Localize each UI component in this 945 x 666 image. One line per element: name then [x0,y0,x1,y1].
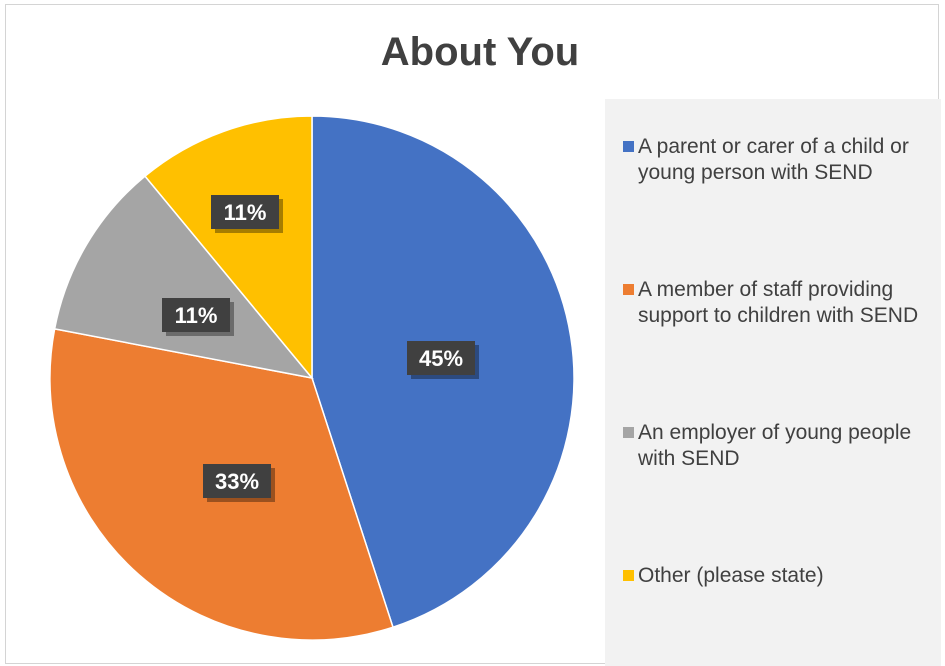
data-label-4: 11% [211,195,283,233]
legend-label: A member of staff providing support to c… [638,278,919,327]
data-label-1: 45% [407,341,479,379]
legend-swatch [623,570,634,581]
legend-swatch [623,141,634,152]
data-label-box [211,195,279,229]
data-label-text: 11% [175,303,218,328]
legend-label: An employer of young people with SEND [638,421,912,470]
chart-title: About You [380,30,580,74]
legend-label: Other (please state) [638,564,824,587]
data-label-text: 45% [419,346,463,371]
pie-slice-3 [53,175,314,380]
legend-item-1: A parent or carer of a child or young pe… [623,134,935,186]
data-label-box [407,341,475,375]
data-label-3: 11% [162,298,234,336]
legend-background [605,99,941,666]
data-label-box [162,298,230,332]
legend-item-2: A member of staff providing support to c… [623,277,935,329]
legend-item-4: Other (please state) [623,563,935,589]
legend-swatch [623,284,634,295]
data-label-2: 33% [203,464,275,502]
data-label-box [203,464,271,498]
legend-swatch [623,427,634,438]
pie-slice-4 [143,115,313,381]
legend-label: A parent or carer of a child or young pe… [638,135,909,184]
legend-item-3: An employer of young people with SEND [623,420,935,472]
data-label-text: 33% [215,469,259,494]
data-label-text: 11% [224,200,267,225]
